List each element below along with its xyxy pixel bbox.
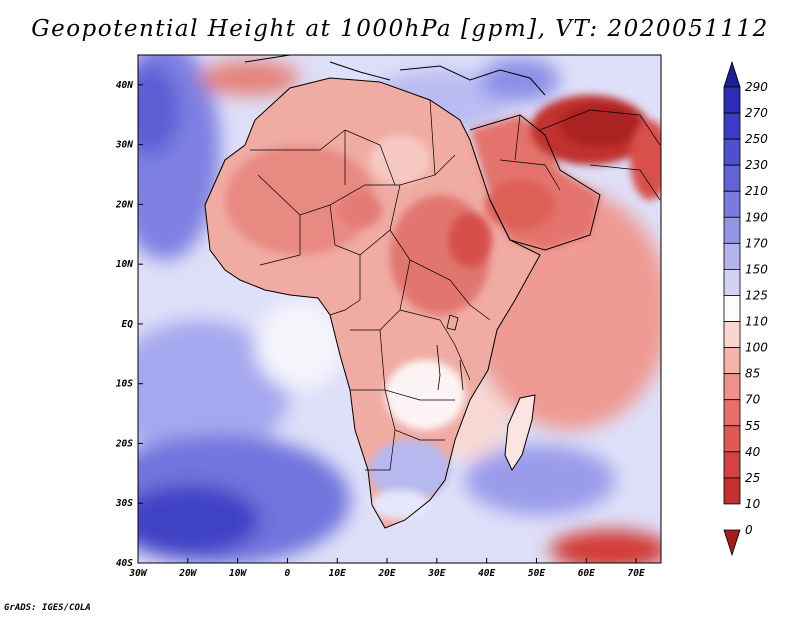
x-tick-label: 70E	[628, 568, 645, 579]
colorbar-label: 40	[745, 445, 761, 459]
colorbar-label: 0	[745, 523, 753, 537]
colorbar-swatch	[723, 86, 741, 114]
footer-credit: GrADS: IGES/COLA	[4, 603, 91, 613]
colorbar-swatch	[723, 399, 741, 427]
heatmap-field	[138, 55, 661, 563]
colorbar-label: 150	[745, 262, 768, 276]
colorbar-swatch	[723, 295, 741, 322]
colorbar-swatch	[723, 529, 741, 557]
colorbar-label: 110	[745, 315, 768, 329]
europe-coastline	[244, 55, 546, 96]
africa-coastline	[204, 77, 541, 529]
colorbar-swatch	[723, 477, 741, 505]
colorbar-swatch	[723, 138, 741, 166]
y-tick-label: 40N	[116, 80, 133, 91]
x-tick-label: 10E	[329, 568, 346, 579]
colorbar-swatch	[723, 60, 741, 88]
colorbar-label: 85	[745, 367, 760, 381]
y-tick-label: 30N	[115, 140, 133, 151]
x-tick-label: 60E	[578, 568, 595, 579]
colorbar-swatch	[723, 373, 741, 401]
x-tick-label: 20W	[178, 568, 197, 579]
colorbar-swatch	[723, 321, 741, 348]
arabia-field	[470, 95, 661, 250]
colorbar-label: 270	[745, 106, 768, 120]
colorbar-swatch	[723, 242, 741, 270]
arabia-coastline	[469, 114, 601, 251]
colorbar-label: 210	[745, 184, 768, 198]
colorbar-label: 70	[745, 393, 761, 407]
colorbar-label: 55	[745, 419, 760, 433]
colorbar-label: 10	[745, 497, 761, 511]
colorbar-label: 250	[745, 132, 768, 146]
x-tick-label: 0	[285, 568, 291, 579]
country-borders	[250, 99, 661, 471]
colorbar-swatch	[723, 269, 741, 296]
colorbar-label: 170	[745, 236, 768, 250]
colorbar-label: 230	[745, 158, 768, 172]
colorbar-label: 290	[745, 80, 768, 94]
colorbar: 2902702502302101901701501251101008570554…	[723, 60, 768, 557]
y-tick-label: 20N	[115, 199, 133, 210]
colorbar-label: 190	[745, 210, 768, 224]
x-tick-label: 10W	[229, 568, 247, 579]
chart-title: Geopotential Height at 1000hPa [gpm], VT…	[31, 16, 769, 42]
madagascar	[505, 395, 535, 470]
y-tick-label: 30S	[115, 498, 133, 509]
colorbar-swatch	[723, 164, 741, 192]
plot-frame	[137, 54, 662, 564]
x-tick-label: 30W	[128, 568, 147, 579]
y-tick-label: 10S	[116, 379, 133, 390]
axes: 30W 20W 10W 0 10E 20E 30E 40E 50E 60E 70E 40N 30N 20N…	[115, 80, 645, 579]
colorbar-label: 25	[745, 471, 760, 485]
colorbar-swatch	[723, 112, 741, 140]
y-tick-label: EQ	[122, 319, 134, 330]
colorbar-swatch	[723, 216, 741, 244]
x-tick-label: 50E	[528, 568, 545, 579]
colorbar-label: 125	[745, 288, 768, 302]
x-tick-label: 30E	[427, 568, 445, 579]
colorbar-label: 100	[745, 341, 768, 355]
atlantic-south-field	[138, 320, 290, 460]
y-tick-label: 10N	[116, 259, 133, 270]
y-tick-label: 40S	[116, 558, 133, 569]
colorbar-swatch	[723, 425, 741, 453]
africa-land-field	[205, 78, 540, 528]
y-tick-label: 20S	[115, 438, 133, 449]
colorbar-swatch	[723, 347, 741, 375]
x-tick-label: 40E	[478, 568, 495, 579]
x-tick-label: 20E	[377, 568, 395, 579]
colorbar-swatch	[723, 190, 741, 218]
colorbar-swatch	[723, 451, 741, 479]
